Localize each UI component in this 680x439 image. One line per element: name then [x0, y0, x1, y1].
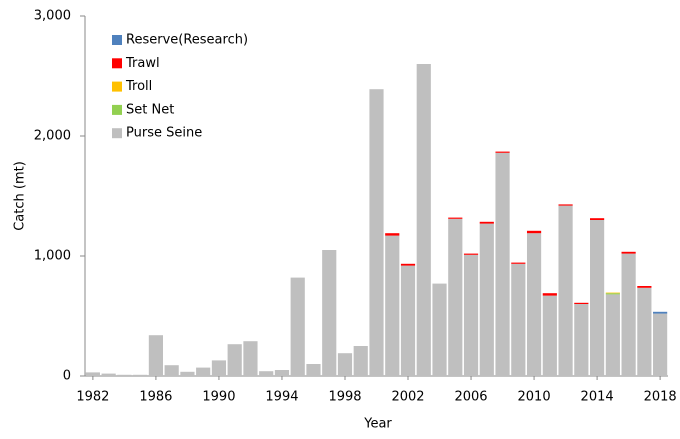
legend-label: Troll — [125, 79, 152, 94]
bar-segment — [290, 277, 305, 376]
bar-segment — [306, 364, 321, 376]
bar-segment — [274, 370, 290, 376]
bar-segment — [369, 89, 384, 376]
bar-segment — [574, 302, 589, 304]
x-tick-label: 1998 — [328, 390, 361, 405]
bar-segment — [448, 218, 463, 376]
bar-segment — [637, 287, 652, 376]
bar-segment — [101, 373, 116, 376]
y-tick-label: 1,000 — [34, 249, 71, 264]
bar-segment — [605, 294, 620, 376]
bar-segment — [196, 367, 211, 376]
bar-segment — [164, 365, 179, 376]
y-tick-label: 2,000 — [34, 129, 71, 144]
legend-swatch — [112, 128, 122, 139]
bar-segment — [605, 292, 620, 294]
bar-segment — [117, 374, 132, 376]
y-axis-label: Catch (mt) — [13, 161, 28, 231]
bar-segment — [400, 265, 416, 376]
bar-segment — [322, 250, 337, 376]
x-tick-label: 2006 — [454, 390, 487, 405]
x-tick-label: 2002 — [391, 390, 424, 405]
bar-segment — [574, 304, 589, 376]
bar-segment — [653, 311, 668, 314]
x-tick-label: 2018 — [644, 390, 677, 405]
bar-segment — [526, 230, 542, 234]
bar-segment — [400, 263, 416, 266]
bar-segment — [495, 151, 510, 153]
bar-segment — [243, 341, 258, 376]
bar-segment — [637, 286, 652, 288]
legend-swatch — [112, 35, 122, 45]
bar-segment — [337, 353, 353, 376]
x-tick-label: 1982 — [76, 390, 109, 405]
x-tick-label: 2014 — [581, 390, 614, 405]
x-tick-label: 1990 — [202, 390, 235, 405]
legend-label: Trawl — [125, 56, 160, 71]
bar-segment — [448, 217, 463, 219]
bar-segment — [653, 313, 668, 376]
bar-segment — [133, 374, 148, 376]
bar-segment — [542, 295, 557, 376]
legend-swatch — [112, 58, 122, 69]
x-tick-label: 1994 — [265, 390, 298, 405]
bar-segment — [511, 262, 526, 264]
bar-segment — [463, 254, 479, 376]
bar-segment — [511, 263, 526, 376]
y-tick-label: 3,000 — [34, 9, 71, 24]
legend-label: Reserve(Research) — [126, 33, 248, 48]
legend-swatch — [112, 104, 122, 115]
bar-segment — [85, 372, 100, 376]
legend-label: Purse Seine — [126, 126, 202, 141]
bar-segment — [621, 251, 636, 254]
bar-segment — [416, 64, 431, 376]
bar-segment — [605, 293, 620, 295]
bar-segment — [385, 233, 400, 236]
legend-label: Set Net — [126, 102, 174, 117]
bar-segment — [558, 205, 573, 376]
bar-segment — [479, 223, 494, 376]
bar-segment — [621, 253, 636, 376]
bar-segment — [227, 344, 242, 376]
bar-segment — [526, 233, 542, 376]
bar-segment — [558, 204, 573, 206]
y-tick-label: 0 — [63, 369, 71, 384]
x-tick-label: 1986 — [139, 390, 172, 405]
bar-segment — [495, 152, 510, 376]
bar-segment — [353, 346, 368, 376]
legend-swatch — [112, 81, 122, 92]
bar-segment — [211, 360, 227, 376]
x-axis-label: Year — [363, 417, 392, 432]
bar-segment — [590, 218, 605, 220]
bar-segment — [479, 221, 494, 224]
bar-segment — [463, 253, 479, 255]
x-tick-label: 2010 — [518, 390, 551, 405]
bar-segment — [259, 371, 274, 376]
bar-segment — [542, 293, 557, 296]
bar-segment — [590, 220, 605, 376]
bar-segment — [432, 283, 447, 376]
bar-segment — [148, 335, 163, 376]
bar-segment — [180, 371, 195, 376]
bar-segment — [385, 235, 400, 376]
